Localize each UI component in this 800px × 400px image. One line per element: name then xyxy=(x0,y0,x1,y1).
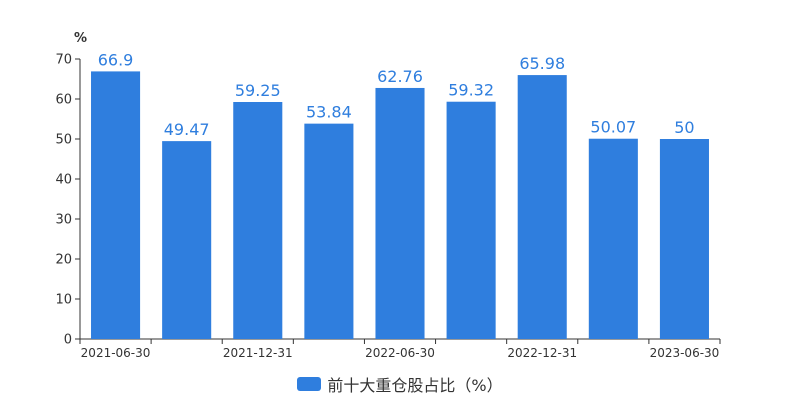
bar-value-label: 53.84 xyxy=(306,103,352,122)
bar[interactable] xyxy=(233,102,283,339)
bar[interactable] xyxy=(446,101,496,339)
y-tick-label: 70 xyxy=(55,53,72,68)
x-tick-label: 2023-06-30 xyxy=(650,346,720,360)
bar[interactable] xyxy=(517,75,567,339)
bar-value-label: 50 xyxy=(674,118,694,137)
y-tick-label: 30 xyxy=(55,213,72,228)
data-labels: 66.9 49.47 59.25 53.84 62.76 59.32 65.98 50.07 5… xyxy=(98,50,695,139)
bar-value-label: 50.07 xyxy=(590,118,636,137)
y-tick-label: 40 xyxy=(55,173,72,188)
x-tick-label: 2022-06-30 xyxy=(365,346,435,360)
bar[interactable] xyxy=(91,71,141,340)
bar[interactable] xyxy=(375,87,425,340)
legend[interactable]: 前十大重仓股占比（%） xyxy=(0,372,800,396)
legend-swatch xyxy=(297,377,322,391)
bar[interactable] xyxy=(304,123,354,339)
bar-value-label: 59.25 xyxy=(235,81,281,100)
y-tick-label: 0 xyxy=(64,333,72,348)
bar-value-label: 65.98 xyxy=(519,54,565,73)
bar[interactable] xyxy=(162,141,212,339)
y-axis-unit-label: % xyxy=(74,31,87,46)
x-tick-label: 2022-12-31 xyxy=(507,346,577,360)
y-tick-label: 60 xyxy=(55,93,72,108)
legend-label: 前十大重仓股占比（%） xyxy=(327,376,503,395)
bar-value-label: 62.76 xyxy=(377,67,423,86)
y-tick-label: 50 xyxy=(55,133,72,148)
y-axis: 0 10 20 30 40 50 60 70 xyxy=(55,53,81,348)
bars xyxy=(91,71,709,340)
y-tick-label: 10 xyxy=(55,293,72,308)
bar-value-label: 49.47 xyxy=(164,120,210,139)
x-tick-label: 2021-12-31 xyxy=(223,346,293,360)
bar[interactable] xyxy=(659,139,709,339)
bar-value-label: 59.32 xyxy=(448,81,494,100)
bar-value-label: 66.9 xyxy=(98,50,134,69)
y-tick-label: 20 xyxy=(55,253,72,268)
x-tick-label: 2021-06-30 xyxy=(81,346,151,360)
bar[interactable] xyxy=(588,138,638,339)
x-axis: 2021-06-30 2021-12-31 2022-06-30 2022-12-31… xyxy=(79,338,721,360)
